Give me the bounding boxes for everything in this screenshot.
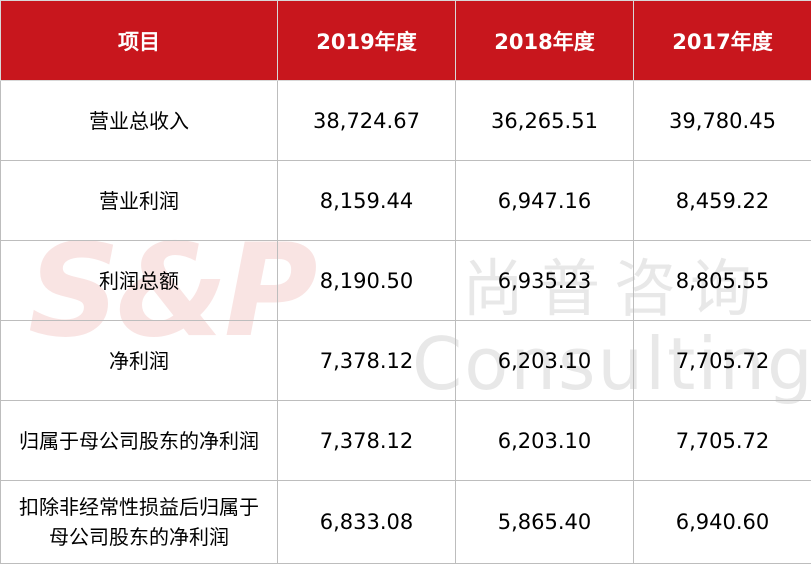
cell-2017: 8,805.55 xyxy=(634,241,811,321)
cell-2019: 6,833.08 xyxy=(278,481,456,564)
cell-2017: 39,780.45 xyxy=(634,81,811,161)
row-label-line2: 母公司股东的净利润 xyxy=(1,522,277,552)
cell-2017: 8,459.22 xyxy=(634,161,811,241)
row-label-line1: 扣除非经常性损益后归属于 xyxy=(1,492,277,522)
header-2019: 2019年度 xyxy=(278,1,456,81)
row-label: 扣除非经常性损益后归属于 母公司股东的净利润 xyxy=(1,481,278,564)
table-header-row: 项目 2019年度 2018年度 2017年度 xyxy=(1,1,811,81)
cell-2018: 6,203.10 xyxy=(456,321,634,401)
header-2017: 2017年度 xyxy=(634,1,811,81)
cell-2018: 36,265.51 xyxy=(456,81,634,161)
cell-2017: 7,705.72 xyxy=(634,401,811,481)
row-label: 营业总收入 xyxy=(1,81,278,161)
cell-2019: 38,724.67 xyxy=(278,81,456,161)
table-row: 扣除非经常性损益后归属于 母公司股东的净利润 6,833.08 5,865.40… xyxy=(1,481,811,564)
row-label: 归属于母公司股东的净利润 xyxy=(1,401,278,481)
row-label: 利润总额 xyxy=(1,241,278,321)
row-label: 净利润 xyxy=(1,321,278,401)
table-row: 净利润 7,378.12 6,203.10 7,705.72 xyxy=(1,321,811,401)
table-row: 营业利润 8,159.44 6,947.16 8,459.22 xyxy=(1,161,811,241)
table-row: 利润总额 8,190.50 6,935.23 8,805.55 xyxy=(1,241,811,321)
cell-2018: 6,935.23 xyxy=(456,241,634,321)
cell-2019: 8,190.50 xyxy=(278,241,456,321)
cell-2018: 5,865.40 xyxy=(456,481,634,564)
cell-2017: 7,705.72 xyxy=(634,321,811,401)
cell-2019: 7,378.12 xyxy=(278,401,456,481)
cell-2018: 6,947.16 xyxy=(456,161,634,241)
cell-2018: 6,203.10 xyxy=(456,401,634,481)
cell-2019: 7,378.12 xyxy=(278,321,456,401)
header-2018: 2018年度 xyxy=(456,1,634,81)
row-label: 营业利润 xyxy=(1,161,278,241)
cell-2017: 6,940.60 xyxy=(634,481,811,564)
table-row: 营业总收入 38,724.67 36,265.51 39,780.45 xyxy=(1,81,811,161)
table-row: 归属于母公司股东的净利润 7,378.12 6,203.10 7,705.72 xyxy=(1,401,811,481)
cell-2019: 8,159.44 xyxy=(278,161,456,241)
header-item: 项目 xyxy=(1,1,278,81)
